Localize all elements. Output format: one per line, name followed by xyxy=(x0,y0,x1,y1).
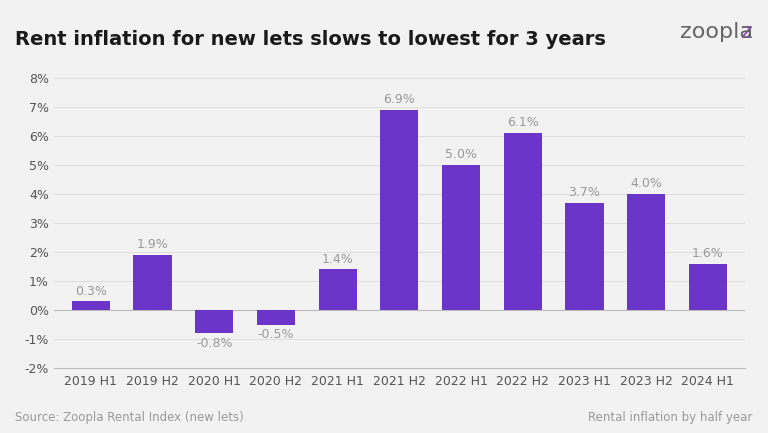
Text: -0.8%: -0.8% xyxy=(196,337,233,350)
Text: Source: Zoopla Rental Index (new lets): Source: Zoopla Rental Index (new lets) xyxy=(15,411,244,424)
Bar xyxy=(442,165,480,310)
Text: z: z xyxy=(741,22,753,42)
Text: 6.9%: 6.9% xyxy=(383,93,415,106)
Bar xyxy=(627,194,665,310)
Bar xyxy=(380,110,419,310)
Text: 1.6%: 1.6% xyxy=(692,247,723,260)
Bar xyxy=(134,255,171,310)
Text: 1.9%: 1.9% xyxy=(137,238,168,251)
Text: Rental inflation by half year: Rental inflation by half year xyxy=(588,411,753,424)
Text: 5.0%: 5.0% xyxy=(445,148,477,161)
Text: 4.0%: 4.0% xyxy=(631,177,662,190)
Text: 0.3%: 0.3% xyxy=(74,284,107,297)
Bar xyxy=(319,269,357,310)
Bar xyxy=(565,203,604,310)
Bar xyxy=(504,133,542,310)
Text: 3.7%: 3.7% xyxy=(568,186,601,199)
Text: 6.1%: 6.1% xyxy=(507,116,538,129)
Text: 1.4%: 1.4% xyxy=(322,252,353,265)
Bar xyxy=(257,310,295,325)
Bar xyxy=(195,310,233,333)
Text: zoopla: zoopla xyxy=(680,22,753,42)
Bar xyxy=(689,264,727,310)
Bar xyxy=(71,301,110,310)
Text: -0.5%: -0.5% xyxy=(258,328,294,341)
Text: Rent inflation for new lets slows to lowest for 3 years: Rent inflation for new lets slows to low… xyxy=(15,30,606,49)
